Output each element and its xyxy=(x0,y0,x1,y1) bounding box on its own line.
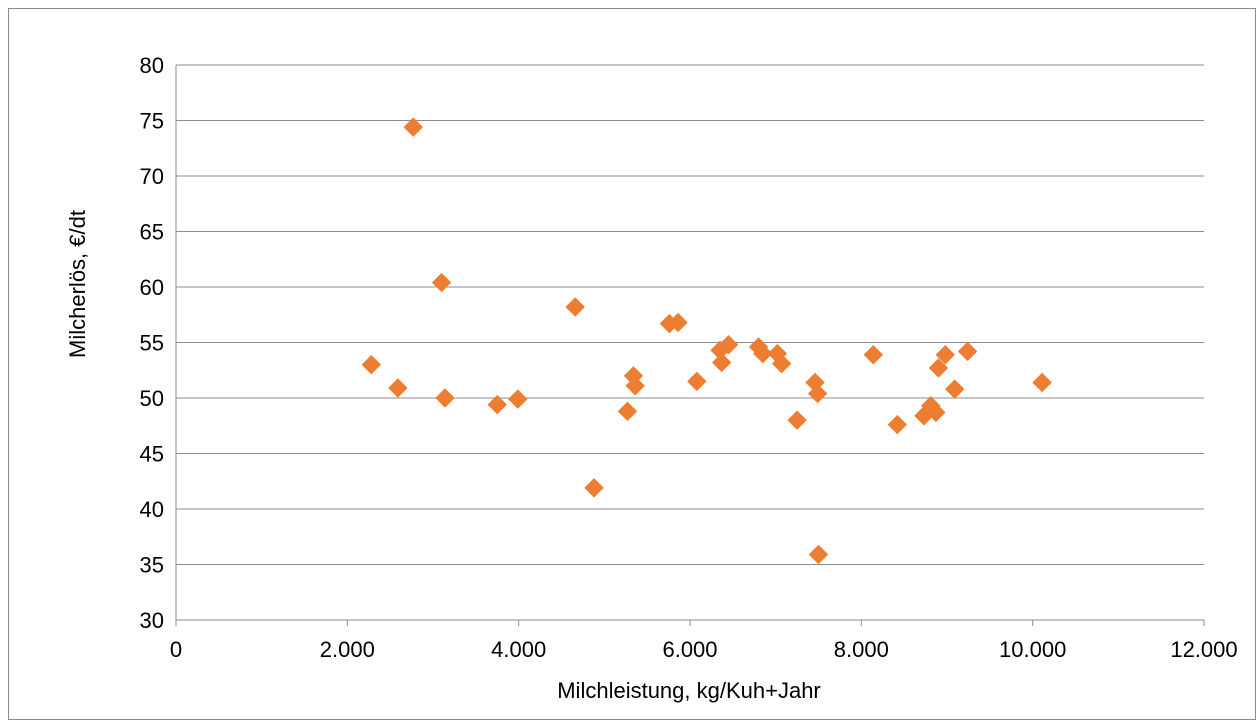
y-tick-label: 40 xyxy=(140,497,164,522)
y-tick-label: 80 xyxy=(140,53,164,78)
x-tick-label: 12.000 xyxy=(1170,637,1237,662)
data-point xyxy=(668,313,688,333)
data-point xyxy=(926,402,946,422)
y-tick-label: 55 xyxy=(140,331,164,356)
y-tick-label: 35 xyxy=(140,553,164,578)
y-axis-title: Milcherlös, €/dt xyxy=(65,210,90,358)
data-point xyxy=(945,379,965,399)
data-point xyxy=(958,341,978,361)
data-point xyxy=(388,378,408,398)
x-tick-label: 6.000 xyxy=(662,637,717,662)
y-tick-label: 45 xyxy=(140,442,164,467)
data-point xyxy=(712,352,732,372)
y-tick-label: 30 xyxy=(140,608,164,633)
data-point xyxy=(719,335,739,355)
data-point xyxy=(808,384,828,404)
data-point xyxy=(403,117,423,137)
y-tick-label: 70 xyxy=(140,164,164,189)
data-point xyxy=(935,345,955,365)
tick-labels: 30 35 40 45 50 55 60 65 70 75 80 0 2.000 4.000 6.000 8.… xyxy=(140,53,1238,662)
axes xyxy=(175,65,1205,626)
data-point xyxy=(887,415,907,435)
x-tick-label: 0 xyxy=(170,637,182,662)
grid-lines xyxy=(176,64,1204,565)
y-tick-label: 50 xyxy=(140,386,164,411)
data-point xyxy=(863,345,883,365)
data-point xyxy=(687,371,707,391)
data-point xyxy=(928,358,948,378)
data-point xyxy=(487,395,507,415)
x-tick-label: 4.000 xyxy=(491,637,546,662)
data-point xyxy=(787,410,807,430)
data-point xyxy=(508,389,528,409)
y-tick-label: 75 xyxy=(140,109,164,134)
data-points xyxy=(361,117,1052,565)
data-point xyxy=(617,401,637,421)
data-point xyxy=(772,354,792,374)
data-point xyxy=(625,376,645,396)
data-point xyxy=(432,273,452,293)
x-tick-label: 8.000 xyxy=(834,637,889,662)
scatter-chart: 30 35 40 45 50 55 60 65 70 75 80 0 2.000 4.000 6.000 8.… xyxy=(65,53,1238,703)
y-tick-label: 60 xyxy=(140,275,164,300)
x-tick-label: 2.000 xyxy=(320,637,375,662)
data-point xyxy=(809,545,828,565)
data-point xyxy=(565,297,585,317)
y-tick-label: 65 xyxy=(140,220,164,245)
data-point xyxy=(584,478,604,498)
data-point xyxy=(435,388,455,408)
data-point xyxy=(361,355,381,375)
data-point xyxy=(753,344,773,364)
x-axis-title: Milchleistung, kg/Kuh+Jahr xyxy=(557,678,821,703)
data-point xyxy=(1032,372,1052,392)
x-tick-label: 10.000 xyxy=(999,637,1066,662)
chart-frame: 30 35 40 45 50 55 60 65 70 75 80 0 2.000 4.000 6.000 8.… xyxy=(8,8,1256,720)
